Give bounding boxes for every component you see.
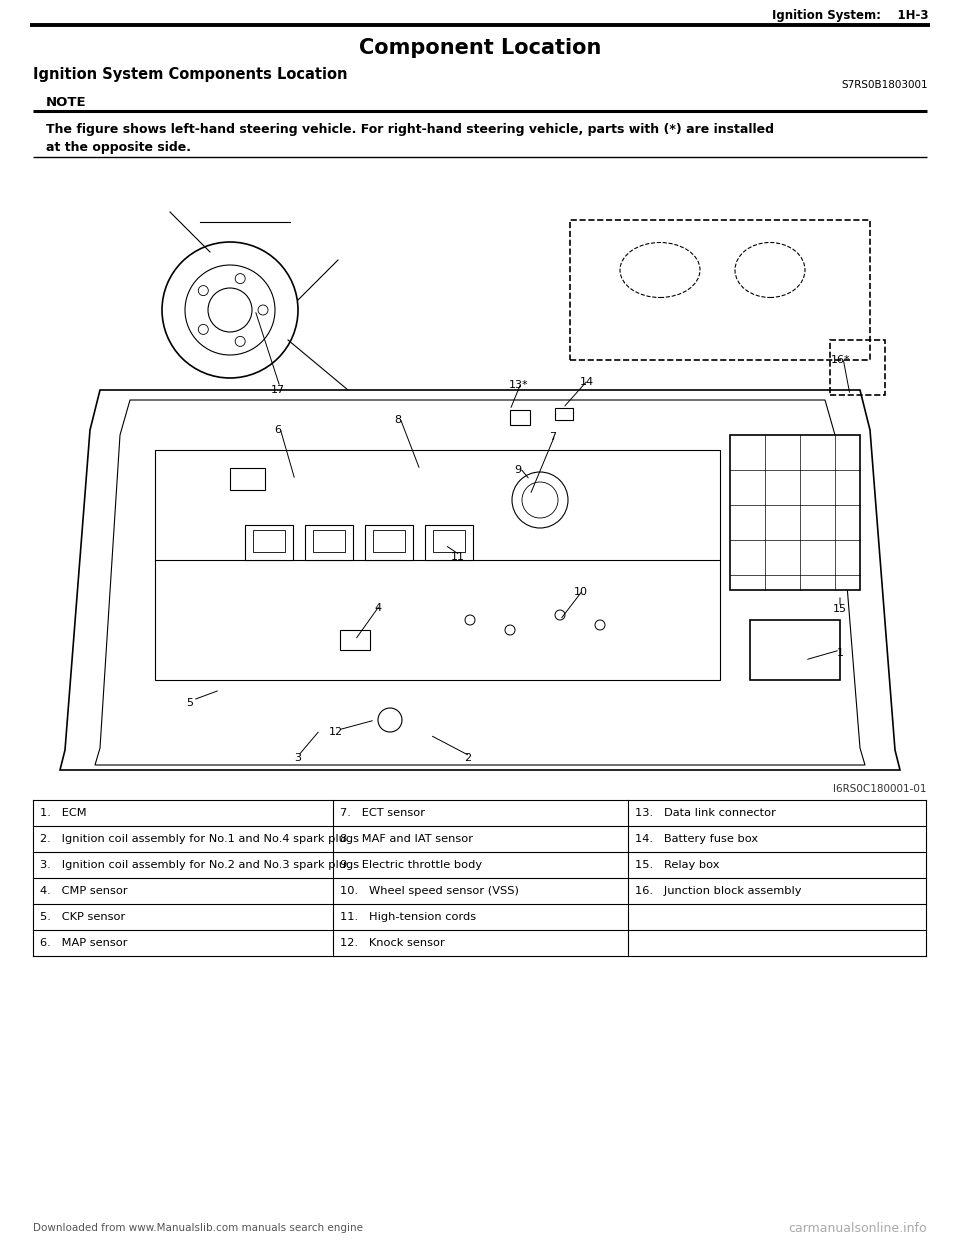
- Circle shape: [505, 625, 515, 635]
- Text: carmanualsonline.info: carmanualsonline.info: [788, 1221, 927, 1235]
- Bar: [570, 220, 870, 360]
- Text: 4: 4: [374, 604, 381, 614]
- Bar: [365, 525, 413, 560]
- Circle shape: [512, 472, 568, 528]
- Text: 15.   Relay box: 15. Relay box: [635, 859, 719, 869]
- Bar: [510, 410, 530, 425]
- Text: 3.   Ignition coil assembly for No.2 and No.3 spark plugs: 3. Ignition coil assembly for No.2 and N…: [40, 859, 359, 869]
- Circle shape: [208, 288, 252, 332]
- Text: 15: 15: [833, 604, 847, 614]
- Polygon shape: [95, 400, 865, 765]
- Ellipse shape: [620, 242, 700, 298]
- Circle shape: [185, 265, 275, 355]
- Text: 16.   Junction block assembly: 16. Junction block assembly: [635, 886, 802, 895]
- Text: 3: 3: [295, 753, 301, 763]
- Text: Ignition System Components Location: Ignition System Components Location: [33, 67, 348, 82]
- Circle shape: [235, 337, 245, 347]
- Text: 7: 7: [549, 432, 557, 442]
- Text: 13.   Data link connector: 13. Data link connector: [635, 809, 776, 818]
- Text: 16*: 16*: [831, 355, 851, 365]
- Bar: [313, 530, 345, 551]
- Bar: [305, 525, 353, 560]
- Bar: [230, 468, 265, 491]
- Bar: [750, 620, 840, 681]
- Polygon shape: [60, 390, 900, 770]
- Text: 2: 2: [465, 753, 471, 763]
- Circle shape: [199, 286, 208, 296]
- Bar: [830, 340, 885, 395]
- Bar: [433, 530, 465, 551]
- Bar: [340, 630, 370, 650]
- Circle shape: [235, 273, 245, 283]
- Bar: [555, 409, 573, 420]
- Text: 5: 5: [186, 698, 194, 708]
- Bar: [253, 530, 285, 551]
- Text: The figure shows left-hand steering vehicle. For right-hand steering vehicle, pa: The figure shows left-hand steering vehi…: [46, 123, 774, 154]
- Bar: [155, 450, 720, 681]
- Text: 7.   ECT sensor: 7. ECT sensor: [340, 809, 425, 818]
- Text: 13*: 13*: [509, 380, 529, 390]
- Text: 5.   CKP sensor: 5. CKP sensor: [40, 912, 125, 922]
- Circle shape: [465, 615, 475, 625]
- Text: 11: 11: [451, 551, 465, 561]
- Text: 10: 10: [574, 587, 588, 597]
- Circle shape: [258, 306, 268, 315]
- Text: 1: 1: [836, 648, 844, 658]
- Text: 9: 9: [515, 465, 521, 474]
- Text: 1.   ECM: 1. ECM: [40, 809, 86, 818]
- Text: 2.   Ignition coil assembly for No.1 and No.4 spark plugs: 2. Ignition coil assembly for No.1 and N…: [40, 833, 359, 845]
- Text: 12.   Knock sensor: 12. Knock sensor: [340, 938, 444, 948]
- Text: 6: 6: [275, 425, 281, 435]
- Circle shape: [555, 610, 565, 620]
- Text: 17: 17: [271, 385, 285, 395]
- Text: 6.   MAP sensor: 6. MAP sensor: [40, 938, 128, 948]
- Text: 9.   Electric throttle body: 9. Electric throttle body: [340, 859, 482, 869]
- Circle shape: [199, 324, 208, 334]
- Bar: [33, 163, 927, 780]
- Bar: [245, 525, 293, 560]
- Circle shape: [595, 620, 605, 630]
- Text: 11.   High-tension cords: 11. High-tension cords: [340, 912, 476, 922]
- Circle shape: [162, 242, 298, 378]
- Bar: [373, 530, 405, 551]
- Text: Downloaded from www.Manualslib.com manuals search engine: Downloaded from www.Manualslib.com manua…: [33, 1223, 363, 1233]
- Text: S7RS0B1803001: S7RS0B1803001: [841, 79, 928, 89]
- Text: 14: 14: [580, 378, 594, 388]
- Bar: [730, 435, 860, 590]
- Text: 4.   CMP sensor: 4. CMP sensor: [40, 886, 128, 895]
- Circle shape: [378, 708, 402, 732]
- Text: 10.   Wheel speed sensor (VSS): 10. Wheel speed sensor (VSS): [340, 886, 518, 895]
- Text: 14.   Battery fuse box: 14. Battery fuse box: [635, 833, 758, 845]
- Ellipse shape: [735, 242, 805, 298]
- Text: 8: 8: [395, 415, 401, 425]
- Text: 8.   MAF and IAT sensor: 8. MAF and IAT sensor: [340, 833, 473, 845]
- Text: NOTE: NOTE: [46, 97, 86, 109]
- Text: I6RS0C180001-01: I6RS0C180001-01: [832, 784, 926, 794]
- Text: Component Location: Component Location: [359, 39, 601, 58]
- Circle shape: [522, 482, 558, 518]
- Text: Ignition System:    1H-3: Ignition System: 1H-3: [772, 10, 928, 22]
- Bar: [425, 525, 473, 560]
- Text: 12: 12: [329, 727, 343, 737]
